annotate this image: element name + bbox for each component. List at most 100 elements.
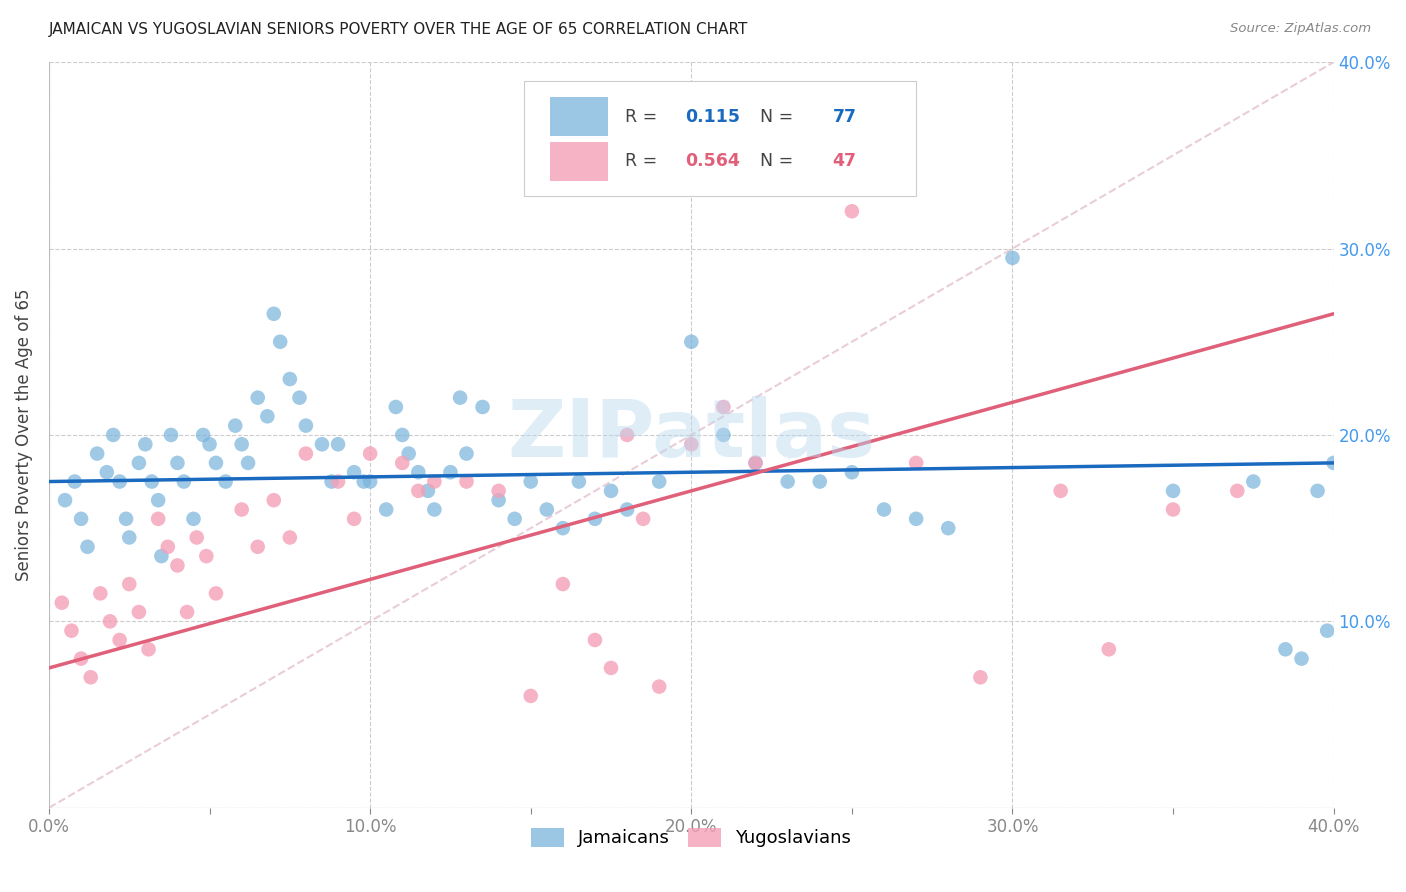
Point	[1241, 475, 1264, 489]
Point	[118, 577, 141, 591]
Point	[841, 204, 863, 219]
Point	[236, 456, 259, 470]
Y-axis label: Seniors Poverty Over the Age of 65: Seniors Poverty Over the Age of 65	[15, 289, 32, 582]
Point	[408, 483, 430, 498]
Point	[616, 428, 638, 442]
Point	[141, 475, 163, 489]
Point	[353, 475, 375, 489]
Point	[134, 437, 156, 451]
Point	[936, 521, 959, 535]
FancyBboxPatch shape	[524, 81, 917, 196]
Point	[63, 475, 86, 489]
Point	[536, 502, 558, 516]
Point	[503, 512, 526, 526]
Point	[744, 456, 766, 470]
Point	[246, 391, 269, 405]
Bar	[550, 142, 607, 181]
Point	[231, 502, 253, 516]
Point	[488, 493, 510, 508]
Point	[108, 475, 131, 489]
Point	[98, 615, 121, 629]
Point	[905, 456, 928, 470]
Text: R =: R =	[624, 153, 662, 170]
Legend: Jamaicans, Yugoslavians: Jamaicans, Yugoslavians	[524, 821, 859, 855]
Point	[776, 475, 799, 489]
Point	[150, 549, 173, 563]
Point	[183, 512, 205, 526]
Point	[905, 512, 928, 526]
Point	[600, 483, 623, 498]
Point	[1316, 624, 1339, 638]
Point	[156, 540, 179, 554]
Point	[808, 475, 831, 489]
Point	[1049, 483, 1071, 498]
Point	[1001, 251, 1024, 265]
Point	[86, 447, 108, 461]
Point	[256, 409, 278, 424]
Point	[449, 391, 471, 405]
Point	[51, 596, 73, 610]
Point	[456, 475, 478, 489]
Text: ZIPatlas: ZIPatlas	[508, 396, 876, 474]
Point	[263, 307, 285, 321]
Point	[681, 334, 703, 349]
Point	[263, 493, 285, 508]
Point	[375, 502, 398, 516]
Point	[1306, 483, 1329, 498]
Point	[681, 437, 703, 451]
Text: JAMAICAN VS YUGOSLAVIAN SENIORS POVERTY OVER THE AGE OF 65 CORRELATION CHART: JAMAICAN VS YUGOSLAVIAN SENIORS POVERTY …	[49, 22, 748, 37]
Point	[1274, 642, 1296, 657]
Point	[1098, 642, 1121, 657]
Point	[76, 540, 98, 554]
Point	[583, 632, 606, 647]
Point	[359, 447, 381, 461]
Point	[408, 465, 430, 479]
Point	[841, 465, 863, 479]
Point	[138, 642, 160, 657]
Point	[160, 428, 183, 442]
Point	[321, 475, 343, 489]
Text: 77: 77	[832, 108, 856, 126]
Point	[471, 400, 494, 414]
Point	[288, 391, 311, 405]
Point	[551, 577, 574, 591]
Point	[205, 456, 228, 470]
Point	[311, 437, 333, 451]
Text: N =: N =	[749, 153, 799, 170]
Point	[96, 465, 118, 479]
Text: R =: R =	[624, 108, 662, 126]
Point	[118, 531, 141, 545]
Point	[115, 512, 138, 526]
Point	[205, 586, 228, 600]
Point	[519, 689, 541, 703]
Point	[214, 475, 236, 489]
Point	[53, 493, 76, 508]
Point	[416, 483, 439, 498]
Point	[128, 605, 150, 619]
Point	[713, 428, 735, 442]
Text: N =: N =	[749, 108, 799, 126]
Point	[439, 465, 461, 479]
Point	[128, 456, 150, 470]
Point	[423, 502, 446, 516]
Point	[166, 558, 188, 573]
Point	[198, 437, 221, 451]
Point	[600, 661, 623, 675]
Point	[519, 475, 541, 489]
Point	[195, 549, 218, 563]
Point	[246, 540, 269, 554]
Bar	[550, 97, 607, 136]
Point	[173, 475, 195, 489]
Point	[359, 475, 381, 489]
Point	[873, 502, 896, 516]
Point	[176, 605, 198, 619]
Point	[343, 465, 366, 479]
Point	[488, 483, 510, 498]
Point	[146, 512, 169, 526]
Point	[231, 437, 253, 451]
Point	[80, 670, 103, 684]
Point	[456, 447, 478, 461]
Point	[648, 475, 671, 489]
Point	[398, 447, 420, 461]
Point	[551, 521, 574, 535]
